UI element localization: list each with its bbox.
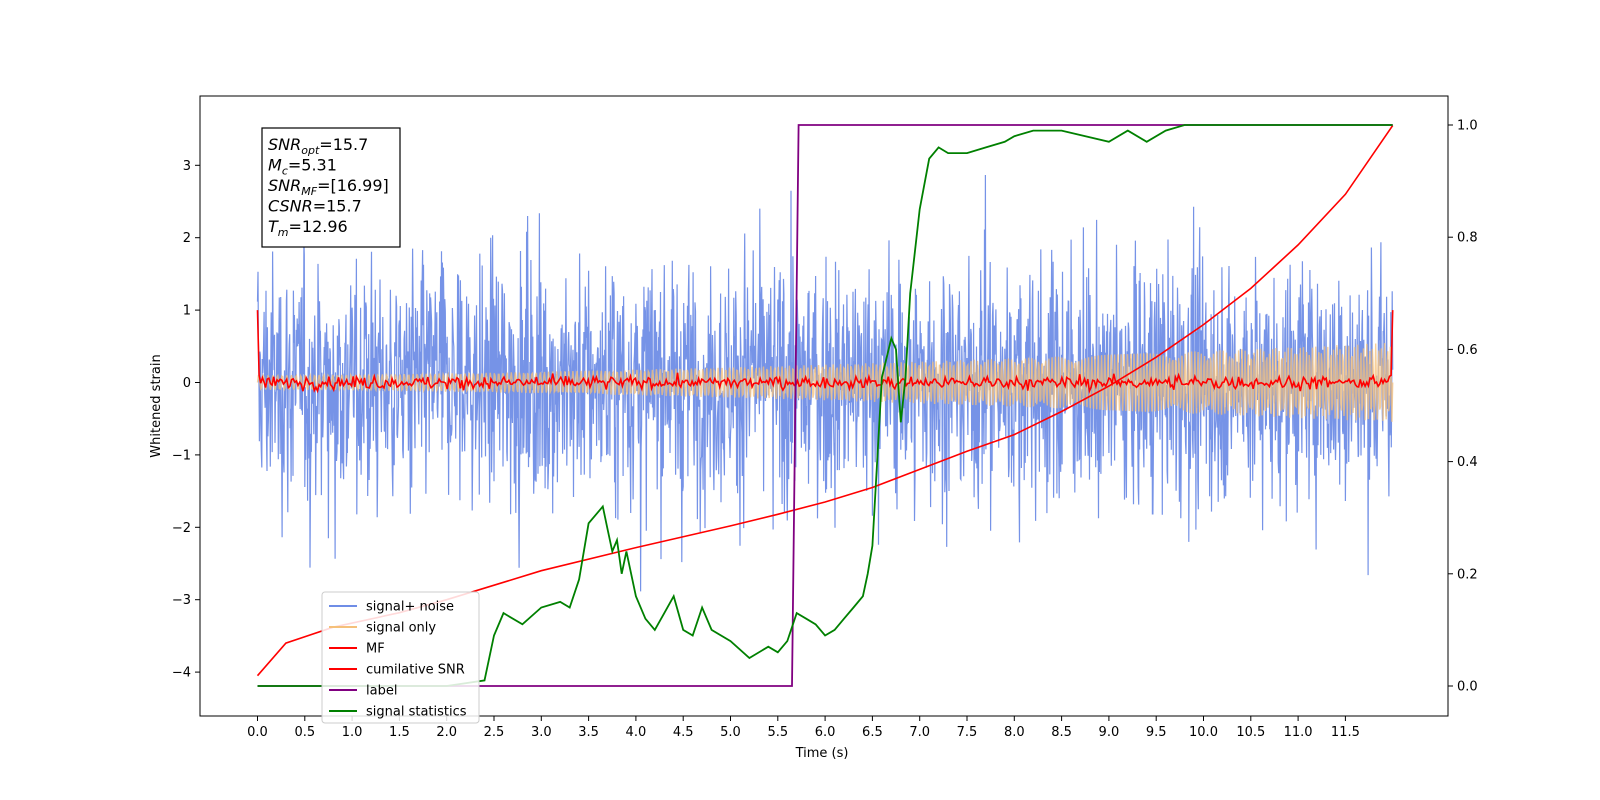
legend: signal+ noise signal only MF cumilative SNR… <box>321 591 480 724</box>
annotation-symbol: CSNR <box>268 197 313 216</box>
y-left-tick-label: 3 <box>183 159 191 174</box>
x-tick-label: 7.5 <box>957 725 978 740</box>
legend-label: signal only <box>366 621 436 636</box>
x-tick-label: 11.0 <box>1284 725 1313 740</box>
x-tick-label: 10.5 <box>1236 725 1265 740</box>
annotation-line: SNRMF=[16.99] <box>268 176 389 198</box>
x-tick-label: 4.0 <box>626 725 647 740</box>
annotation-line: Mc=5.31 <box>268 156 337 178</box>
annotation-value: =15.7 <box>319 135 368 154</box>
legend-frame <box>321 591 480 724</box>
x-tick-label: 9.5 <box>1146 725 1167 740</box>
annotation-line: CSNR=15.7 <box>268 197 362 216</box>
x-axis: 0.0 0.5 1.0 1.5 2.0 2.5 3.0 3.5 4.0 4.5 5.0 5.5 6.0 6… <box>247 716 1360 740</box>
annotation-symbol: SNR <box>268 176 301 195</box>
legend-label: cumilative SNR <box>366 663 465 678</box>
annotation-line: Tm=12.96 <box>268 217 348 239</box>
x-tick-label: 0.5 <box>294 725 315 740</box>
series-line-label <box>257 124 1393 687</box>
annotation-value: =[16.99] <box>317 176 389 195</box>
x-tick-label: 1.5 <box>389 725 410 740</box>
y-right-tick-label: 0.4 <box>1457 455 1478 470</box>
annotation-box: SNRopt=15.7Mc=5.31SNRMF=[16.99]CSNR=15.7… <box>261 127 401 248</box>
x-tick-label: 3.5 <box>578 725 599 740</box>
x-tick-label: 8.0 <box>1004 725 1025 740</box>
x-tick-label: 5.5 <box>767 725 788 740</box>
annotation-subscript: m <box>278 226 289 239</box>
y-right-tick-label: 0.0 <box>1457 680 1478 695</box>
y-left-tick-label: 0 <box>183 376 191 391</box>
series-line-mf <box>256 310 1394 395</box>
annotation-frame <box>261 127 401 248</box>
y-right-tick-label: 1.0 <box>1457 119 1478 134</box>
y-left-tick-label: −4 <box>172 666 191 681</box>
x-tick-label: 9.0 <box>1099 725 1120 740</box>
x-tick-label: 10.0 <box>1189 725 1218 740</box>
x-axis-title: Time (s) <box>795 746 849 761</box>
annotation-value: =12.96 <box>289 217 348 236</box>
y-left-tick-label: −2 <box>172 521 191 536</box>
y-axis-title: Whitened strain <box>149 354 164 457</box>
x-tick-label: 6.5 <box>862 725 883 740</box>
y-right-tick-label: 0.8 <box>1457 231 1478 246</box>
x-tick-label: 0.0 <box>247 725 268 740</box>
y-right-tick-label: 0.6 <box>1457 343 1478 358</box>
x-tick-label: 8.5 <box>1051 725 1072 740</box>
plot-frame <box>199 95 1449 717</box>
y-right-tick-label: 0.2 <box>1457 567 1478 582</box>
x-tick-label: 6.0 <box>815 725 836 740</box>
x-tick-label: 4.5 <box>673 725 694 740</box>
legend-label: label <box>366 684 397 699</box>
x-tick-label: 3.0 <box>531 725 552 740</box>
legend-label: signal+ noise <box>366 600 454 615</box>
annotation-value: =15.7 <box>313 197 362 216</box>
annotation-line: SNRopt=15.7 <box>268 135 368 157</box>
legend-label: signal statistics <box>366 705 467 720</box>
y-left-tick-label: 1 <box>183 304 191 319</box>
annotation-symbol: T <box>268 217 279 236</box>
y-left-tick-label: −1 <box>172 448 191 463</box>
x-tick-label: 1.0 <box>342 725 363 740</box>
x-tick-label: 5.0 <box>720 725 741 740</box>
x-tick-label: 11.5 <box>1331 725 1360 740</box>
y-left-tick-label: −3 <box>172 593 191 608</box>
series-line-signal-only <box>256 343 1394 422</box>
annotation-value: =5.31 <box>288 156 337 175</box>
x-tick-label: 2.0 <box>436 725 457 740</box>
series-line-signal-statistics <box>257 124 1393 687</box>
annotation-subscript: MF <box>301 185 317 198</box>
annotation-subscript: c <box>282 165 288 178</box>
x-tick-label: 7.0 <box>909 725 930 740</box>
y-left-tick-label: 2 <box>183 231 191 246</box>
annotation-symbol: SNR <box>268 135 301 154</box>
y-axis-right: 1.0 0.8 0.6 0.4 0.2 0.0 <box>1448 119 1478 695</box>
y-axis-left: 3 2 1 0 −1 −2 −3 −4 <box>172 159 200 681</box>
legend-label: MF <box>366 642 385 657</box>
x-tick-label: 2.5 <box>484 725 505 740</box>
annotation-subscript: opt <box>301 144 320 157</box>
annotation-symbol: M <box>268 156 282 175</box>
